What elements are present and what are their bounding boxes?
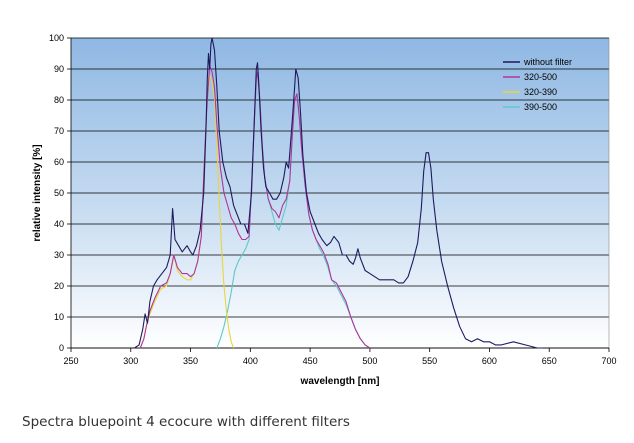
y-tick-label-3: 30 [54,250,64,260]
x-tick-label-7: 600 [482,356,497,366]
x-tick-label-9: 700 [601,356,616,366]
y-tick-label-7: 70 [54,126,64,136]
x-tick-label-0: 250 [63,356,78,366]
series-line-3 [216,74,371,349]
y-axis-title: relative intensity [%] [32,144,43,241]
y-tick-label-6: 60 [54,157,64,167]
figure-caption: Spectra bluepoint 4 ecocure with differe… [22,414,350,430]
x-tick-label-6: 550 [422,356,437,366]
y-tick-label-10: 100 [49,33,64,43]
y-tick-label-5: 50 [54,188,64,198]
y-tick-label-4: 40 [54,219,64,229]
y-tick-label-9: 90 [54,64,64,74]
legend: without filter 320-500 320-390 390-500 [503,57,572,112]
y-tick-label-0: 0 [59,343,64,353]
y-tick-label-2: 20 [54,281,64,291]
axes: 0 10 20 30 40 50 60 70 80 90 100 250 300 350 400 450 500… [49,33,617,366]
y-tick-label-8: 80 [54,95,64,105]
x-axis-title: wavelength [nm] [300,376,380,387]
y-tick-label-1: 10 [54,312,64,322]
x-tick-label-8: 650 [542,356,557,366]
spectra-line-chart: 0 10 20 30 40 50 60 70 80 90 100 250 300 350 400 450 500… [32,33,617,387]
x-tick-label-4: 450 [303,356,318,366]
legend-label-1: 320-500 [524,72,557,82]
series-line-0 [134,37,544,349]
x-tick-label-1: 300 [123,356,138,366]
legend-label-0: without filter [523,57,572,67]
legend-label-2: 320-390 [524,87,557,97]
x-tick-label-2: 350 [183,356,198,366]
series-lines [134,37,544,349]
x-tick-label-3: 400 [243,356,258,366]
x-tick-label-5: 500 [362,356,377,366]
legend-label-3: 390-500 [524,102,557,112]
